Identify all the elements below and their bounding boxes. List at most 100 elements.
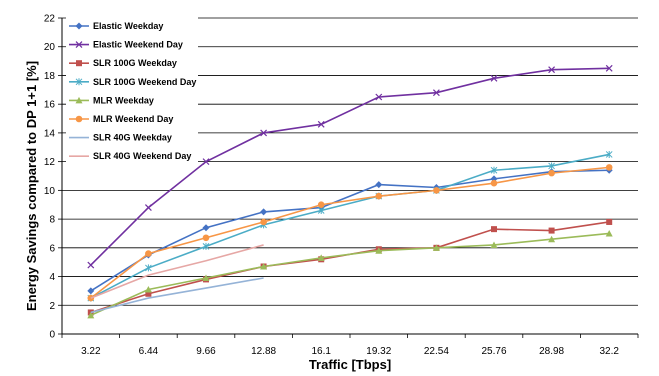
- data-point: [375, 181, 383, 189]
- axes: 0 2 4 6 8 10 12 14 16 18 20 22 3.22 6.44 9.66 12.88 16.1…: [44, 14, 639, 357]
- data-point: [548, 235, 556, 243]
- data-point: [202, 242, 210, 250]
- legend-item-slr-100g-weekend-day: SLR 100G Weekend Day: [69, 77, 196, 87]
- data-point: [202, 274, 210, 281]
- data-point: [432, 244, 440, 251]
- legend-label: MLR Weekend Day: [93, 114, 173, 124]
- y-tick-label: 18: [44, 71, 56, 82]
- x-tick-label: 16.1: [311, 346, 331, 357]
- data-point: [202, 224, 210, 232]
- data-point: [605, 64, 613, 72]
- data-point: [548, 162, 555, 170]
- data-point: [317, 201, 325, 209]
- data-point: [144, 204, 152, 212]
- data-point: [548, 66, 556, 74]
- legend-label: SLR 100G Weekday: [93, 58, 177, 68]
- x-tick-label: 9.66: [196, 346, 216, 357]
- x-tick-label: 12.88: [251, 346, 276, 357]
- series-elastic-weekend-day: [87, 64, 613, 269]
- y-tick-label: 20: [44, 42, 56, 53]
- legend-item-mlr-weekday: MLR Weekday: [69, 95, 154, 105]
- data-point: [260, 129, 268, 137]
- x-tick-label: 6.44: [139, 346, 159, 357]
- data-point: [260, 262, 268, 270]
- x-axis-title: Traffic [Tbps]: [309, 357, 391, 372]
- data-point: [432, 89, 440, 97]
- y-tick-label: 10: [44, 186, 56, 197]
- data-point: [605, 164, 613, 171]
- legend: Elastic Weekday Elastic Weekend Day SLR 10…: [66, 16, 198, 167]
- data-point: [375, 247, 383, 254]
- y-tick-label: 4: [49, 272, 55, 283]
- data-point: [606, 218, 613, 225]
- series-slr-100g-weekday: [87, 218, 613, 316]
- y-tick-label: 2: [49, 301, 55, 312]
- legend-label: SLR 100G Weekend Day: [93, 77, 196, 87]
- y-tick-label: 14: [44, 128, 56, 139]
- data-point: [202, 234, 210, 242]
- data-point: [375, 192, 383, 200]
- series-line: [90, 244, 264, 299]
- y-tick-label: 22: [44, 14, 56, 25]
- data-point: [75, 115, 83, 123]
- series-slr-40g-weekend-day: [90, 244, 264, 299]
- data-point: [87, 311, 95, 319]
- legend-label: MLR Weekday: [93, 95, 154, 105]
- series-slr-40g-weekday: [90, 277, 264, 314]
- data-point: [145, 264, 152, 272]
- x-tick-label: 19.32: [366, 346, 391, 357]
- data-point: [490, 241, 498, 248]
- legend-label: SLR 40G Weekend Day: [93, 151, 191, 161]
- legend-item-slr-100g-weekday: SLR 100G Weekday: [69, 58, 177, 68]
- legend-item-elastic-weekend-day: Elastic Weekend Day: [69, 40, 183, 50]
- data-point: [433, 187, 440, 194]
- legend-item-mlr-weekend-day: MLR Weekend Day: [69, 114, 173, 124]
- series-line: [90, 169, 610, 292]
- data-point: [145, 290, 152, 297]
- data-point: [605, 229, 613, 237]
- data-point: [75, 96, 83, 104]
- data-point: [76, 60, 82, 67]
- y-tick-label: 8: [49, 215, 55, 226]
- data-point: [491, 226, 497, 233]
- legend-label: Elastic Weekday: [93, 21, 163, 31]
- y-axis-title: Energy Savings compared to DP 1+1 [%]: [24, 61, 39, 311]
- legend-label: Elastic Weekend Day: [93, 40, 183, 50]
- x-tick-label: 32.2: [599, 346, 619, 357]
- data-point: [317, 206, 325, 214]
- data-point: [490, 166, 498, 174]
- series-mlr-weekday: [87, 229, 613, 319]
- data-point: [75, 78, 83, 86]
- x-tick-label: 22.54: [424, 346, 449, 357]
- series-line: [90, 277, 264, 314]
- data-point: [144, 285, 152, 293]
- data-point: [317, 254, 325, 261]
- x-tick-label: 28.98: [539, 346, 564, 357]
- series-lines: [87, 64, 613, 319]
- data-point: [490, 74, 498, 82]
- data-point: [87, 287, 95, 295]
- y-tick-label: 16: [44, 100, 56, 111]
- data-point: [548, 169, 555, 177]
- data-point: [317, 120, 325, 128]
- data-point: [75, 41, 83, 49]
- legend-item-slr-40g-weekday: SLR 40G Weekday: [69, 133, 172, 143]
- legend-background: [66, 16, 198, 167]
- y-tick-label: 12: [44, 157, 56, 168]
- data-point: [260, 208, 268, 216]
- y-tick-label: 0: [49, 330, 55, 341]
- data-point: [202, 158, 210, 166]
- data-point: [548, 227, 555, 234]
- data-point: [375, 93, 383, 101]
- data-point: [87, 261, 95, 269]
- y-tick-label: 6: [49, 243, 55, 254]
- legend-label: SLR 40G Weekday: [93, 133, 172, 143]
- series-line: [90, 221, 610, 314]
- data-point: [145, 250, 152, 257]
- series-line: [90, 153, 610, 299]
- data-point: [605, 150, 613, 158]
- x-tick-label: 3.22: [81, 346, 101, 357]
- data-point: [75, 22, 83, 30]
